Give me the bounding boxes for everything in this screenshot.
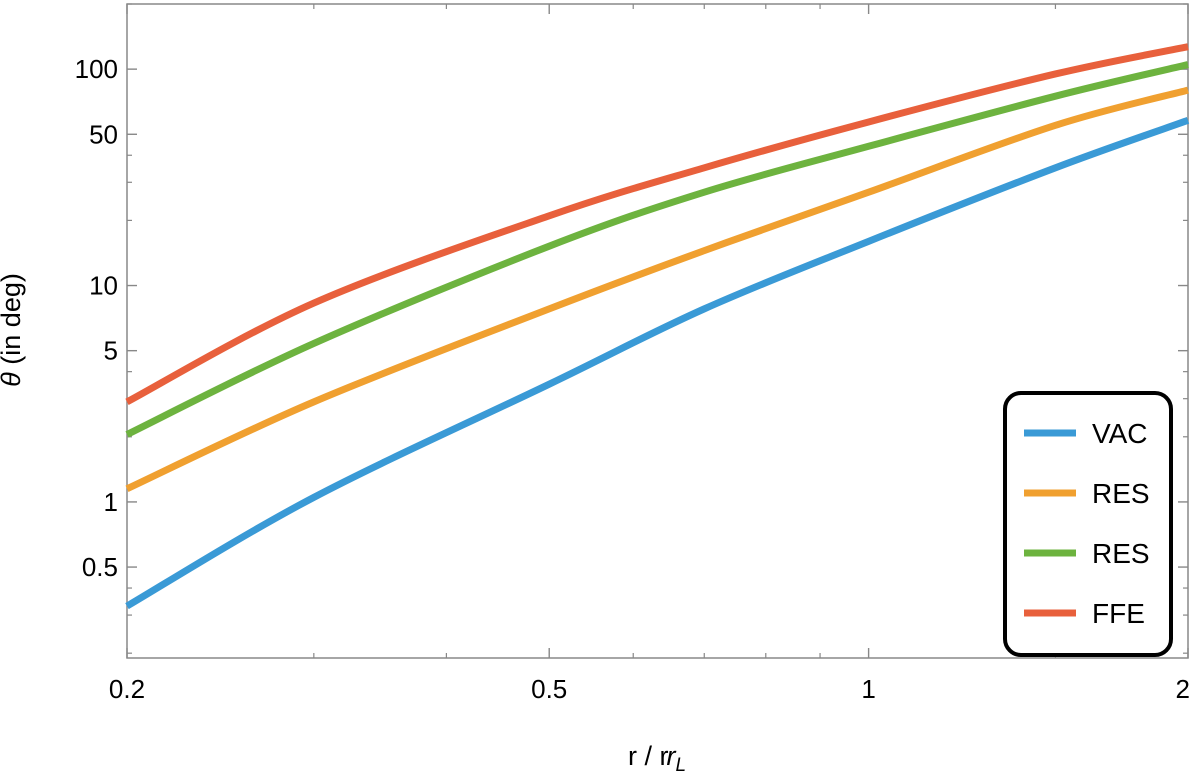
- y-tick-label: 0.5: [82, 552, 118, 582]
- x-tick-label: 2: [1176, 674, 1190, 704]
- y-axis-label: θ (in deg): [0, 273, 26, 387]
- y-tick-label: 50: [89, 119, 118, 149]
- x-axis-label: r / rrL: [628, 741, 686, 776]
- series-line-res-2: [125, 61, 1189, 438]
- y-tick-label: 10: [89, 271, 118, 301]
- legend-label: VAC: [1092, 418, 1148, 449]
- x-tick-label: 1: [861, 674, 875, 704]
- series-line-res-1: [125, 86, 1189, 492]
- series-group: [125, 43, 1190, 610]
- y-tick-label: 1: [104, 487, 118, 517]
- legend-label: FFE: [1092, 598, 1145, 629]
- legend-label: RES: [1092, 478, 1150, 509]
- legend-box: [1003, 391, 1173, 657]
- series-line-vac-0: [125, 117, 1190, 610]
- legend: VAC RES RES FFE: [1003, 391, 1173, 657]
- legend-label: RES: [1092, 538, 1150, 569]
- x-tick-label: 0.5: [531, 674, 567, 704]
- y-tick-label: 5: [104, 336, 118, 366]
- plot-frame: [126, 3, 1189, 659]
- x-tick-label: 0.2: [109, 674, 145, 704]
- x-axis-label-r: r: [666, 741, 676, 771]
- ticks: 0.2 0.5 1 2 0.5 1 5 10 50 100: [75, 3, 1190, 704]
- y-tick-label: 100: [75, 54, 118, 84]
- series-line-ffe-3: [125, 43, 1189, 405]
